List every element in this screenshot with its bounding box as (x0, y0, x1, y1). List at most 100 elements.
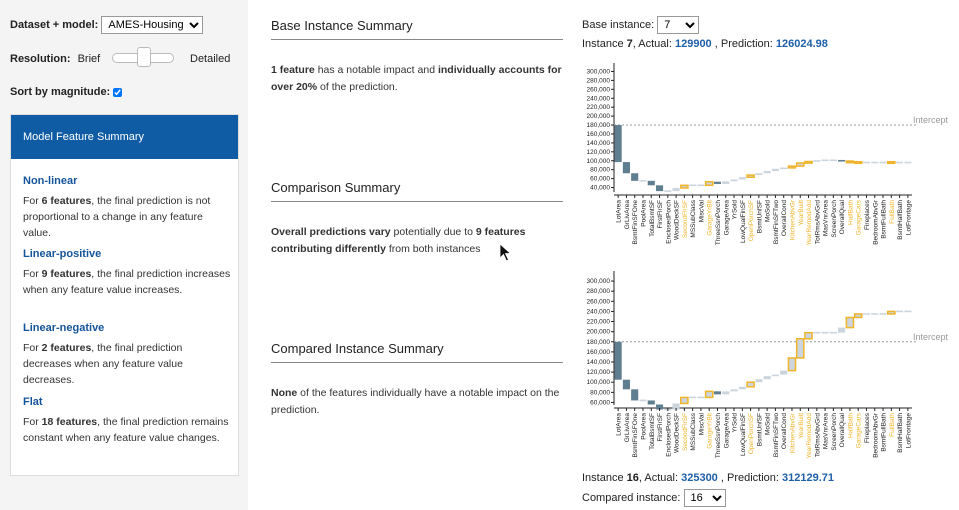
x-tick-label: PoolArea (640, 200, 647, 227)
card-title: Model Feature Summary (11, 115, 238, 159)
bar-MSSubClass (689, 396, 697, 399)
bar-BsmtUnfSF (755, 173, 763, 176)
x-tick-label: HalfBath (847, 200, 854, 225)
bar-BsmtFinSFOne (631, 389, 639, 401)
bar-Fireplaces (862, 161, 871, 164)
x-tick-label: MasVnrArea (823, 413, 830, 450)
bar-GrLivArea (622, 162, 630, 174)
bar-GarageYrBlt (704, 180, 714, 187)
x-tick-label: YearRemodAdd (806, 200, 813, 246)
category-non-linear: Non-linear For 6 features, the final pre… (23, 173, 233, 241)
bar-TotRmsAbvGrd (813, 160, 821, 162)
x-tick-label: BsmtFullBath (881, 413, 888, 452)
bar-GarageArea (722, 181, 730, 184)
x-tick-label: TotRmsAbvGrd (814, 200, 821, 244)
y-tick-label: 200,000 (587, 329, 611, 336)
bar-LotArea (614, 341, 622, 380)
bar-FullBath (886, 160, 896, 165)
compared-instance-waterfall-chart: 60,000 80,000 100,000 120,000 140,000 160,000… (587, 271, 949, 459)
y-tick-label: 80,000 (590, 167, 610, 174)
y-tick-label: 100,000 (587, 379, 611, 386)
category-linear-positive: Linear-positive For 9 features, the fina… (23, 246, 233, 298)
x-tick-label: ScreenPorch (831, 200, 838, 238)
bar-BsmtFullBath (879, 313, 887, 315)
x-tick-label: BsmtFinSFTwo (773, 200, 780, 244)
x-tick-label: YrSold (732, 200, 739, 220)
bar-BedroomAbvGr (871, 161, 879, 164)
base-actual-value: 129900 (674, 38, 712, 50)
comparison-summary-text: Overall predictions vary potentially due… (271, 226, 526, 255)
bar-FullBath (886, 310, 896, 315)
x-tick-label: LowQualFinSF (740, 413, 747, 456)
x-tick-label: EnclosedPorch (665, 200, 672, 244)
x-tick-label: OverallCond (781, 413, 788, 450)
compared-summary-text: None of the features individually have a… (271, 387, 560, 416)
x-tick-label: LotFrontage (905, 413, 912, 448)
sidebar: Dataset + model: AMES-Housing Resolution… (0, 0, 248, 510)
resolution-brief-label: Brief (77, 53, 101, 65)
x-tick-label: GarageCars (856, 412, 863, 448)
x-tick-label: BsmtFinSFTwo (773, 413, 780, 457)
x-tick-label: OverallQual (839, 412, 846, 447)
bar-OverallQual (838, 327, 846, 333)
section-title: Comparison Summary (271, 180, 563, 202)
bar-LotFrontage (904, 310, 912, 313)
bar-MoSold (763, 171, 771, 174)
bar-BedroomAbvGr (871, 313, 879, 315)
y-tick-label: 160,000 (587, 131, 611, 138)
base-summary-text: 1 feature has a notable impact and indiv… (271, 64, 562, 93)
resolution-slider-handle[interactable] (137, 47, 151, 67)
category-linear-negative: Linear-negative For 2 features, the fina… (23, 320, 233, 388)
bar-FirstFlrSF (655, 185, 664, 192)
model-feature-summary-card: Model Feature Summary Non-linear For 6 f… (10, 114, 239, 476)
y-tick-label: 220,000 (587, 319, 611, 326)
category-heading[interactable]: Non-linear (23, 175, 78, 187)
bar-FirstFlrSF (655, 404, 664, 410)
compared-instance-control: Compared instance: 16 (582, 489, 726, 507)
x-tick-label: HalfBath (847, 413, 854, 438)
x-tick-label: YearRemodAdd (806, 413, 813, 459)
sort-checkbox[interactable] (113, 87, 123, 97)
x-tick-label: BsmtFullBath (881, 200, 888, 239)
bar-LotFrontage (904, 161, 912, 164)
y-tick-label: 60,000 (590, 176, 610, 183)
x-tick-label: ThreeSsnPorch (715, 413, 722, 459)
y-tick-label: 140,000 (587, 140, 611, 147)
x-tick-label: Fireplaces (864, 199, 871, 230)
x-tick-label: MiscVal (698, 412, 705, 435)
x-tick-label: MoSold (765, 200, 772, 222)
bar-PoolArea (639, 180, 647, 182)
bar-OpenPorchSF (746, 381, 755, 388)
category-heading[interactable]: Linear-positive (23, 248, 102, 260)
bar-WoodDeckSF (672, 187, 680, 192)
dataset-select[interactable]: AMES-Housing (101, 16, 204, 34)
x-tick-label: OpenPorchSF (748, 200, 755, 241)
bar-YearBuilt (795, 162, 805, 167)
bar-LowQualFinSF (738, 386, 746, 390)
x-tick-label: KitchenAbvGr (789, 412, 796, 453)
compared-actual-value: 325300 (681, 472, 718, 484)
x-tick-label: LotFrontage (905, 200, 912, 235)
bar-SecondFlrSF (680, 396, 689, 405)
y-tick-label: 100,000 (587, 158, 611, 165)
compared-prediction-value: 312129.71 (782, 472, 835, 484)
x-tick-label: WoodDeckSF (674, 200, 681, 240)
bar-HalfBath (845, 316, 855, 329)
base-instance-select[interactable]: 7 (657, 16, 700, 34)
x-tick-label: TotalBsmtSF (649, 413, 656, 450)
x-tick-label: ScreenPorch (831, 413, 838, 451)
category-heading[interactable]: Flat (23, 396, 43, 408)
intercept-label: Intercept (913, 332, 949, 342)
dataset-control: Dataset + model: AMES-Housing (10, 16, 204, 34)
x-tick-label: GarageCars (856, 199, 863, 235)
bar-YearBuilt (795, 337, 805, 359)
category-heading[interactable]: Linear-negative (23, 322, 105, 334)
y-tick-label: 40,000 (590, 185, 610, 192)
bar-WoodDeckSF (672, 403, 680, 410)
base-instance-info: Instance 7, Actual: 129900 , Prediction:… (582, 38, 828, 50)
bar-BsmtFinSFTwo (771, 374, 779, 377)
compared-instance-select[interactable]: 16 (683, 489, 726, 507)
bar-GarageYrBlt (704, 390, 714, 399)
base-instance-control: Base instance: 7 (582, 16, 700, 34)
x-tick-label: BsmtUnfSF (756, 200, 763, 233)
